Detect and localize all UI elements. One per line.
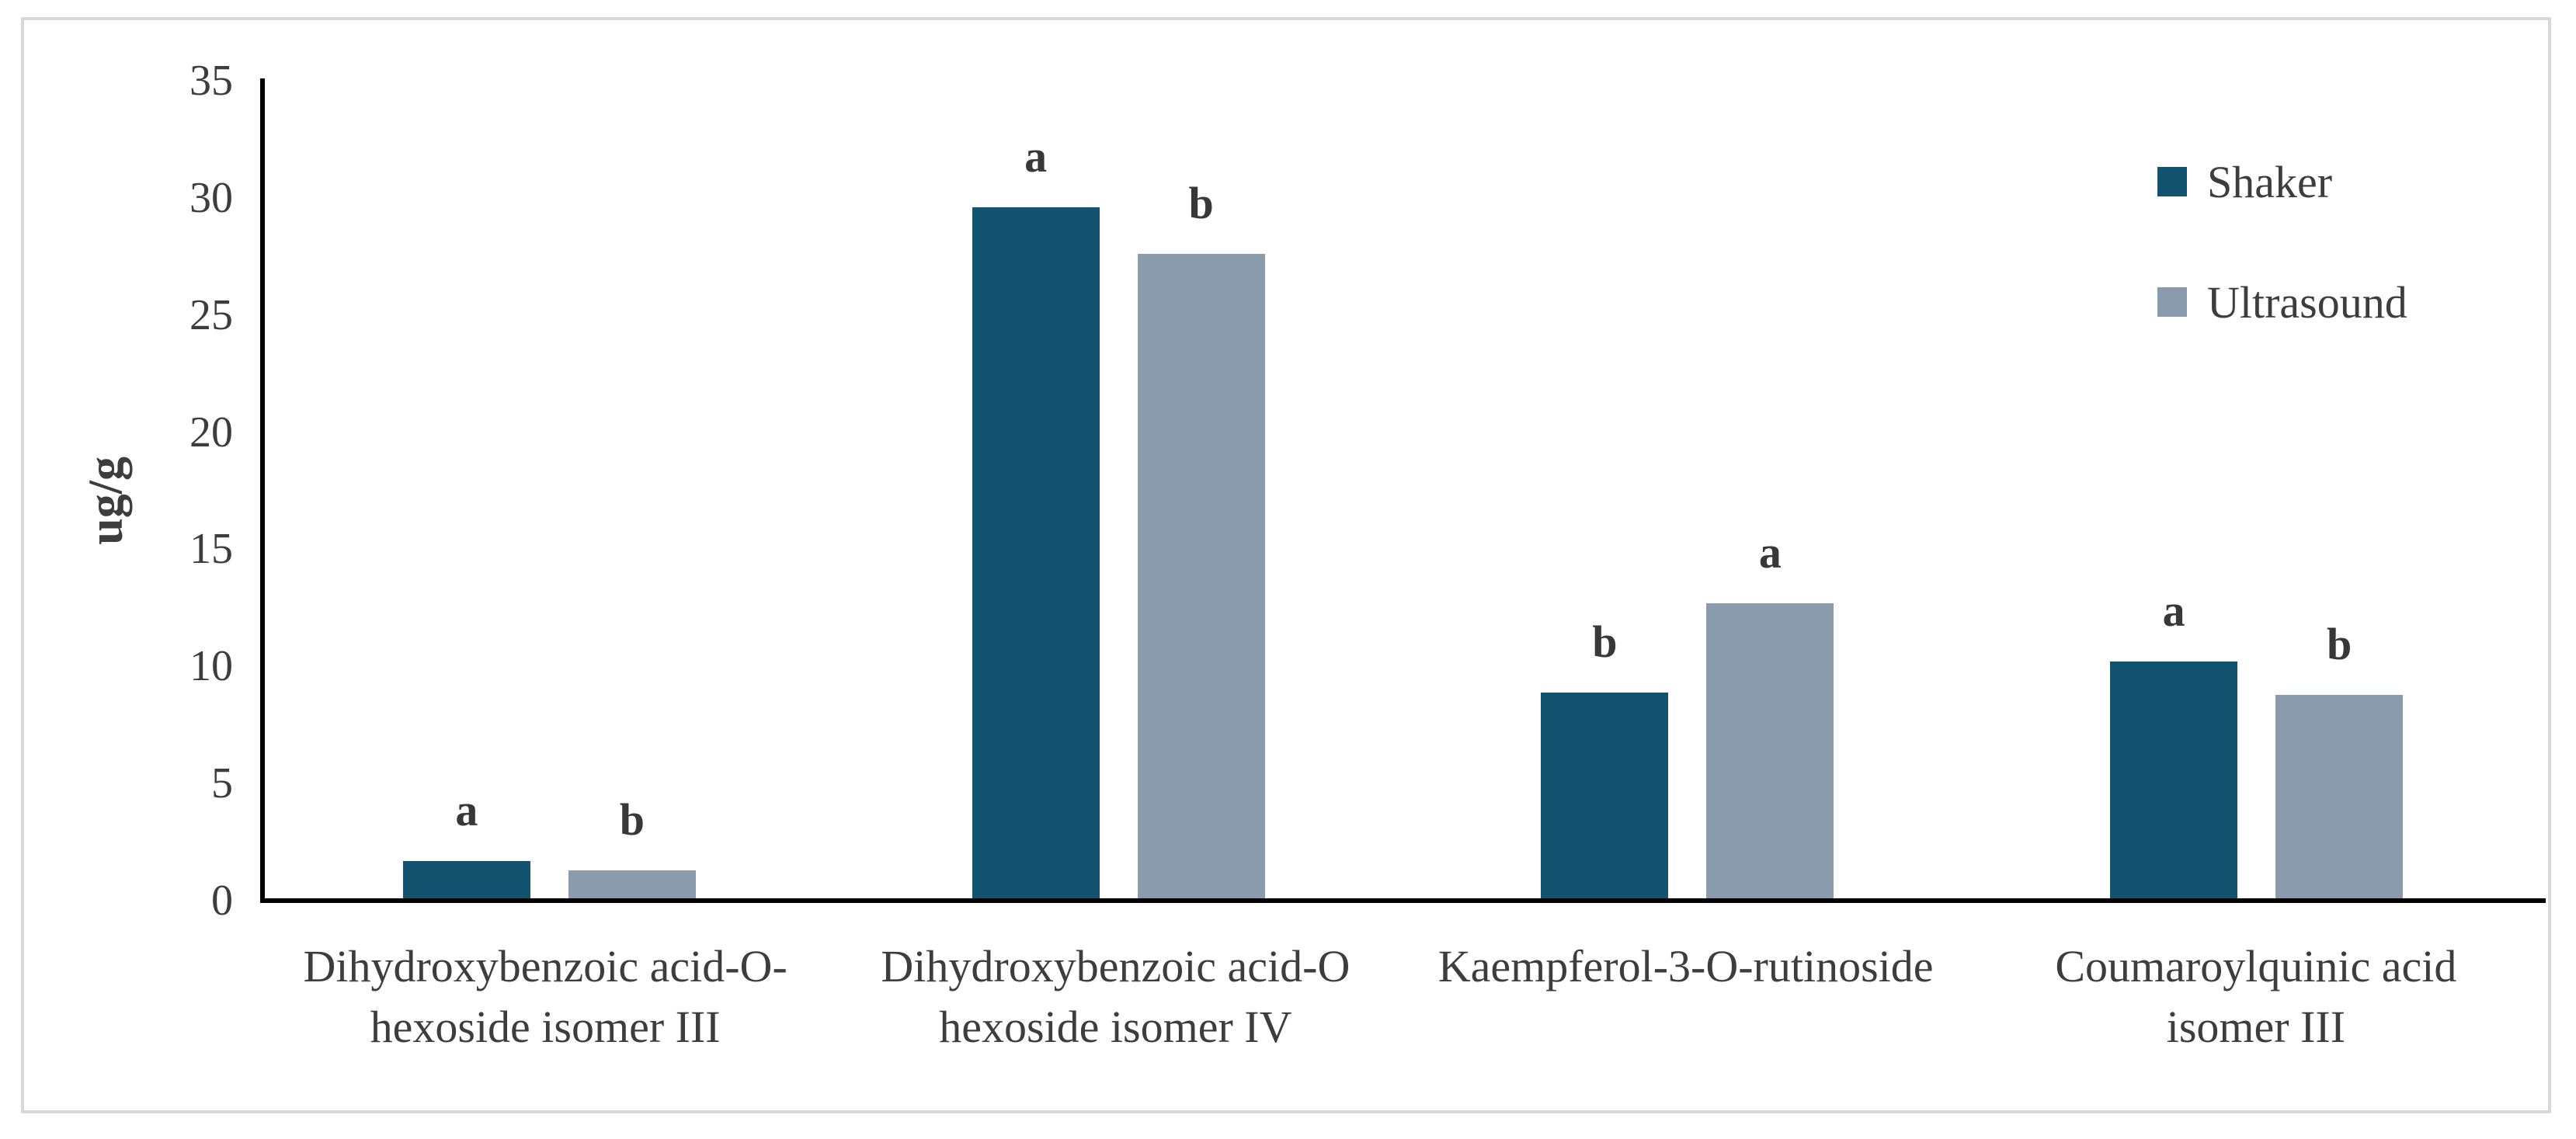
- y-tick-label: 30: [189, 173, 233, 222]
- y-tick-label: 0: [211, 877, 233, 925]
- bar-ultrasound: [1706, 602, 1834, 898]
- significance-letter: a: [1758, 526, 1782, 578]
- legend-item-shaker: Shaker: [2157, 157, 2407, 207]
- bar-ultrasound: [1137, 254, 1265, 898]
- y-tick-label: 35: [189, 57, 233, 105]
- significance-letter: a: [2162, 585, 2185, 637]
- category-label: Dihydroxybenzoic acid-O hexoside isomer …: [881, 941, 1351, 1052]
- category-label: Coumaroylquinic acid isomer III: [2055, 941, 2457, 1052]
- significance-letter: b: [619, 793, 645, 845]
- x-axis-category-labels: Dihydroxybenzoic acid-O- hexoside isomer…: [260, 936, 2541, 1057]
- figure-border: [21, 17, 2551, 1113]
- significance-letter: a: [455, 784, 478, 835]
- category-label: Dihydroxybenzoic acid-O- hexoside isomer…: [303, 941, 787, 1052]
- significance-letter: a: [1024, 130, 1048, 182]
- legend-item-ultrasound: Ultrasound: [2157, 277, 2407, 328]
- significance-letter: b: [1592, 616, 1618, 667]
- y-tick-label: 5: [211, 759, 233, 808]
- y-tick-label: 10: [189, 642, 233, 691]
- y-tick-label: 15: [189, 525, 233, 574]
- bar-shaker: [2110, 662, 2238, 898]
- legend-swatch-icon: [2157, 287, 2187, 317]
- bar-shaker: [1541, 692, 1669, 898]
- significance-letter: b: [2326, 618, 2352, 669]
- significance-letter: b: [1188, 178, 1214, 229]
- legend-label: Ultrasound: [2207, 276, 2407, 328]
- bar-shaker: [972, 207, 1100, 898]
- y-tick-label: 20: [189, 408, 233, 457]
- legend-label: Shaker: [2207, 156, 2333, 207]
- legend: Shaker Ultrasound: [2157, 157, 2407, 401]
- bar-shaker: [402, 860, 530, 898]
- category-label: Kaempferol-3-O-rutinoside: [1437, 941, 1934, 991]
- legend-swatch-icon: [2157, 167, 2187, 196]
- bar-ultrasound: [2275, 694, 2404, 898]
- bar-ultrasound: [568, 870, 696, 898]
- y-tick-label: 25: [189, 290, 233, 339]
